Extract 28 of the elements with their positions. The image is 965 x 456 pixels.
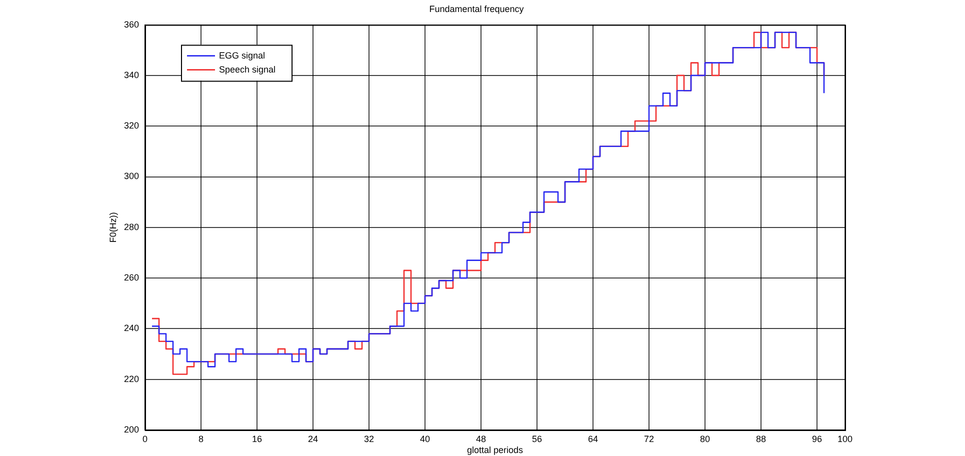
- x-tick-label: 32: [364, 434, 374, 444]
- x-tick-label: 80: [700, 434, 710, 444]
- y-tick-label: 280: [124, 222, 139, 232]
- x-axis-title: glottal periods: [466, 445, 524, 456]
- x-tick-label: 16: [252, 434, 262, 444]
- legend-label: Speech signal: [219, 64, 276, 74]
- chart-title: Fundamental frequency: [429, 4, 524, 14]
- y-tick-label: 240: [124, 323, 139, 334]
- x-tick-label: 8: [198, 434, 204, 444]
- x-tick-label: 100: [837, 434, 853, 444]
- x-tick-label: 40: [420, 434, 430, 444]
- y-tick-label: 320: [124, 120, 139, 131]
- x-tick-label: 96: [812, 434, 822, 444]
- x-tick-label: 64: [588, 434, 598, 444]
- legend-label: EGG signal: [219, 50, 266, 60]
- y-tick-label: 200: [124, 424, 139, 434]
- x-tick-label: 56: [532, 434, 542, 444]
- x-tick-label: 24: [308, 434, 318, 444]
- y-axis-title: F0(Hz)): [108, 212, 118, 243]
- x-tick-label: 0: [142, 434, 148, 444]
- y-tick-label: 340: [124, 70, 139, 80]
- y-tick-label: 300: [124, 171, 139, 182]
- y-tick-label: 260: [124, 272, 139, 283]
- x-tick-label: 88: [756, 434, 766, 444]
- y-tick-label: 220: [124, 374, 139, 384]
- x-tick-label: 72: [644, 434, 654, 444]
- y-tick-label: 360: [124, 19, 139, 30]
- x-tick-label: 48: [476, 434, 486, 444]
